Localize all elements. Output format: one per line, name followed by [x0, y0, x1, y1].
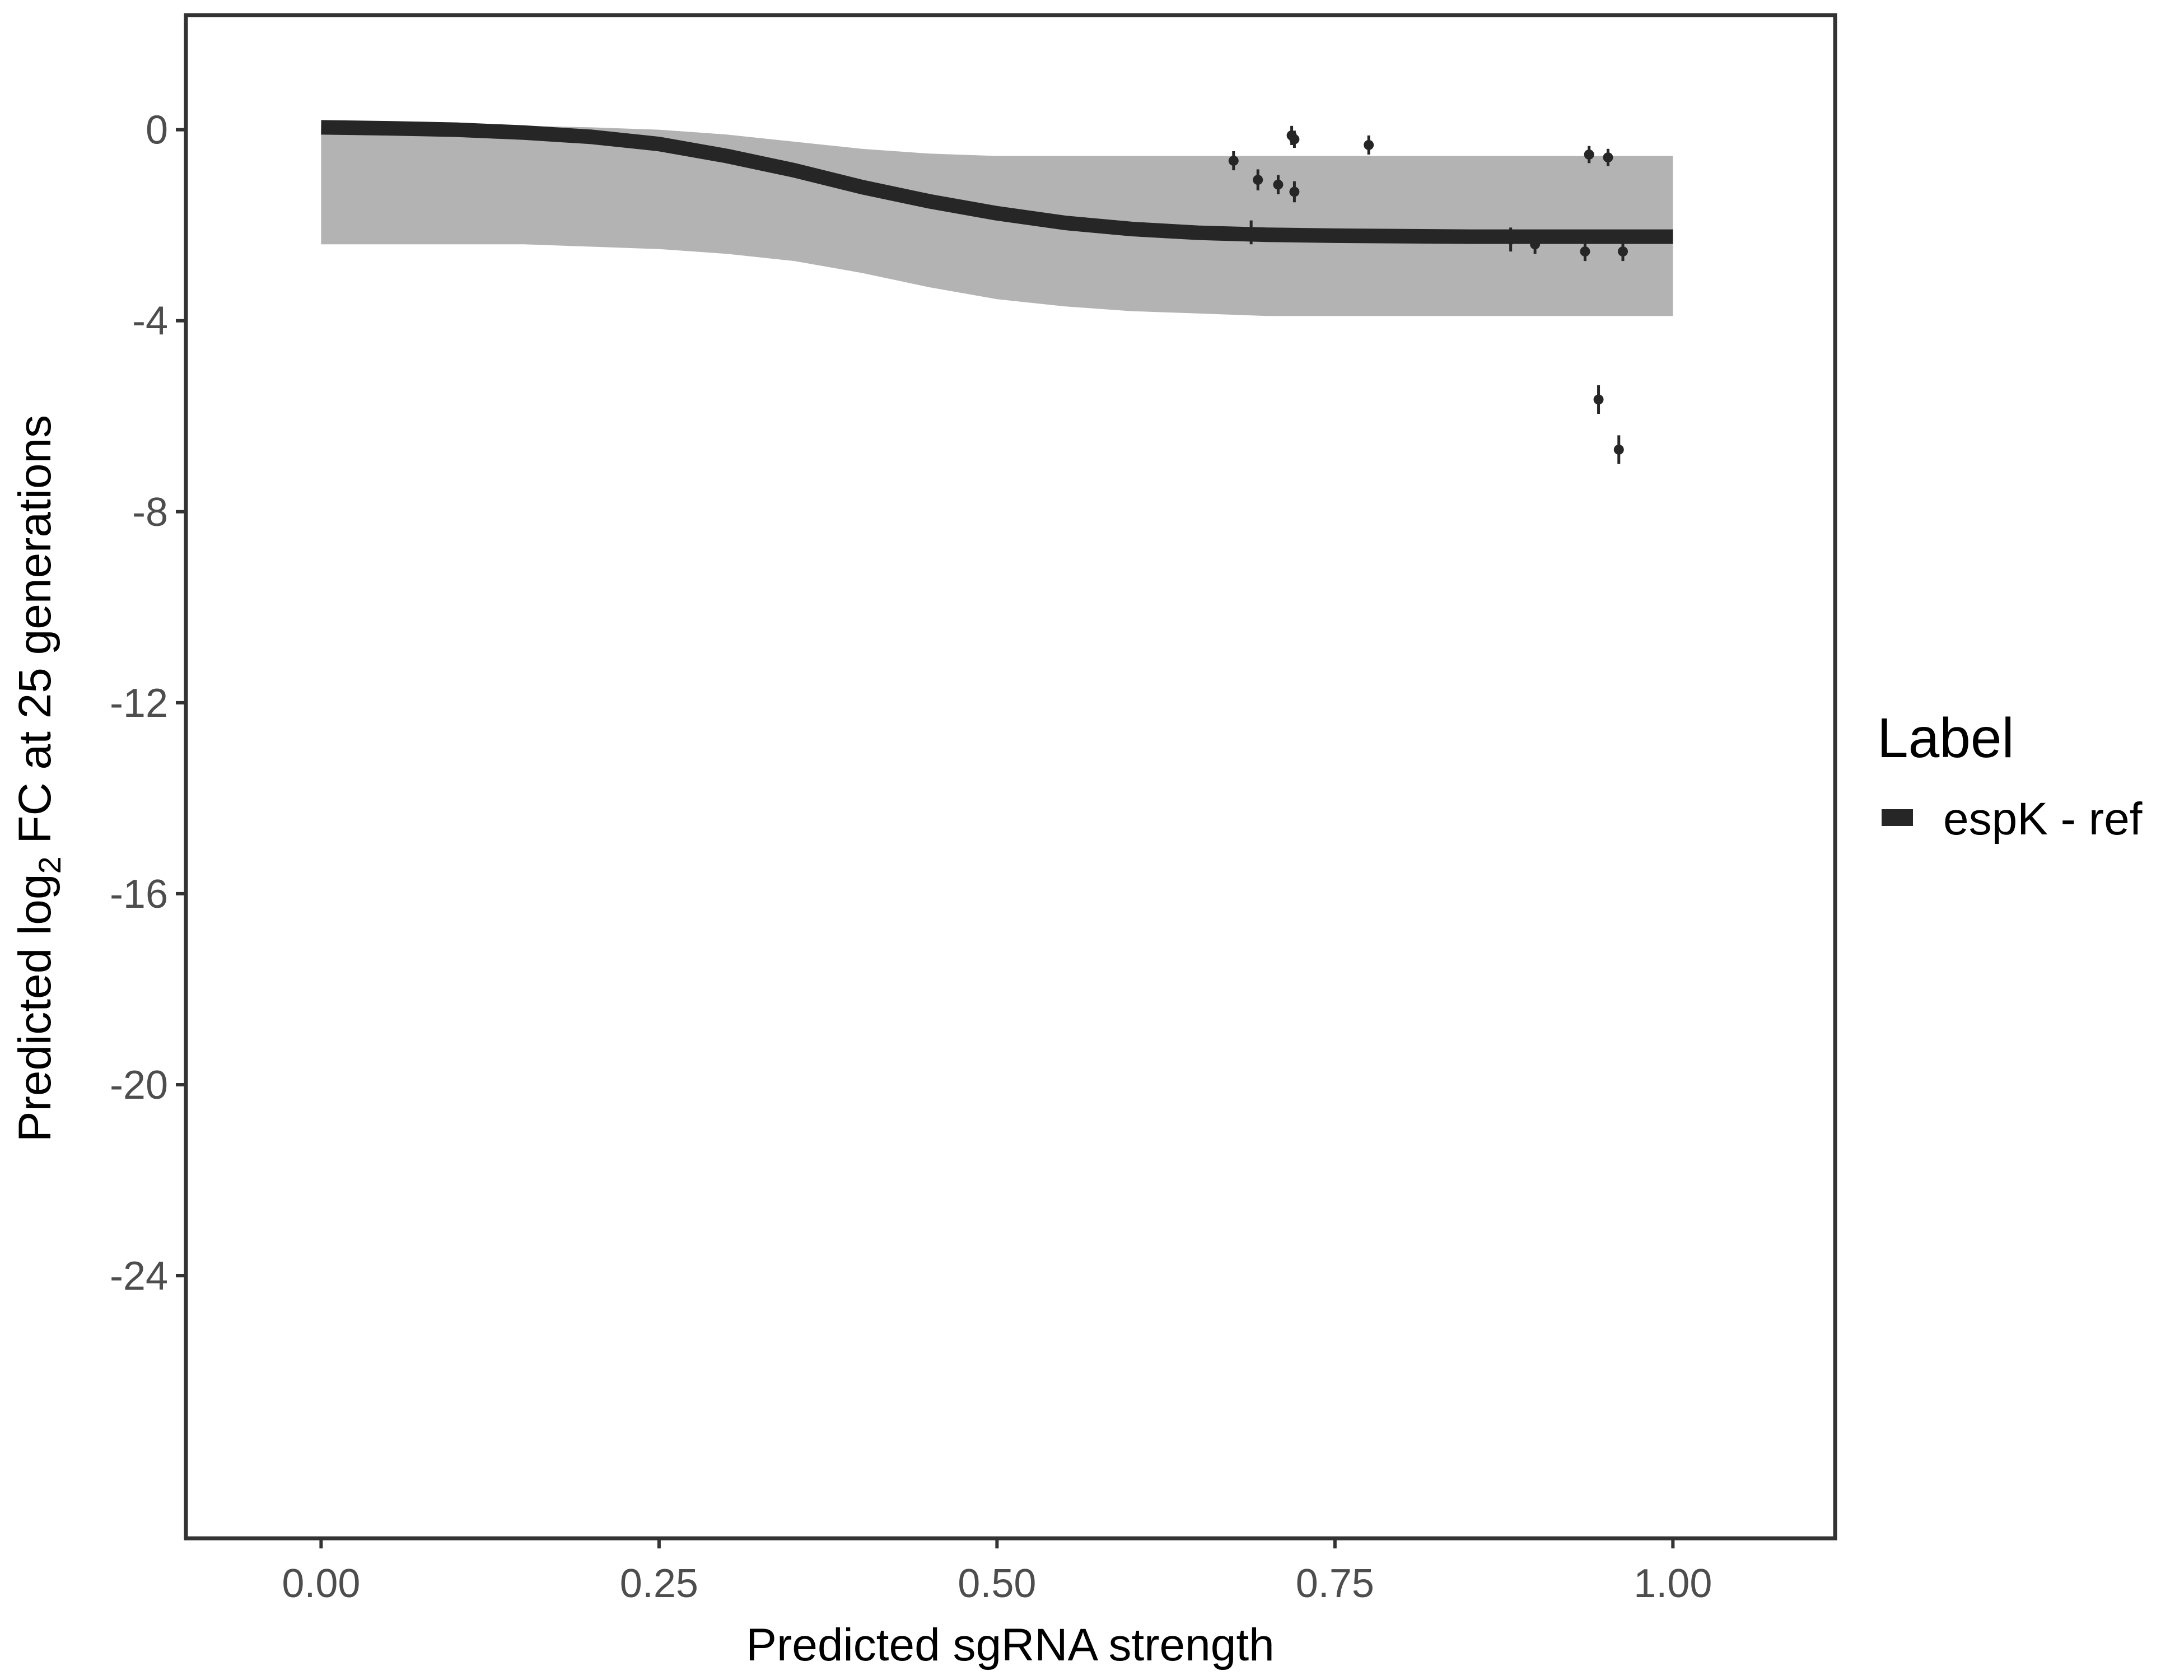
data-point — [1228, 151, 1239, 171]
point-marker — [1289, 186, 1300, 197]
legend-label-espk-ref: espK - ref — [1943, 794, 2143, 844]
point-marker — [1603, 152, 1613, 163]
data-point — [1613, 435, 1624, 464]
data-point — [1364, 135, 1374, 155]
point-marker — [1505, 234, 1516, 245]
x-axis: 0.00 0.25 0.50 0.75 1.00 — [282, 1538, 1712, 1606]
x-tick-label: 0.00 — [282, 1561, 360, 1606]
y-tick-label: -24 — [110, 1254, 168, 1299]
point-marker — [1364, 139, 1374, 150]
point-marker — [1593, 394, 1604, 405]
data-point — [1530, 235, 1541, 254]
point-marker — [1530, 239, 1541, 250]
point-marker — [1289, 134, 1300, 144]
data-point — [1289, 130, 1300, 148]
y-tick-label: -20 — [110, 1063, 168, 1108]
legend-key-espk-ref — [1882, 809, 1913, 826]
x-tick-label: 0.50 — [958, 1561, 1036, 1606]
x-tick-label: 0.25 — [620, 1561, 698, 1606]
point-marker — [1228, 156, 1239, 166]
y-tick-label: -16 — [110, 872, 168, 917]
y-tick-label: -4 — [132, 299, 168, 344]
y-axis-title-prefix: Predicted log — [10, 874, 60, 1142]
plot-panel-border — [184, 13, 1837, 1541]
data-point — [1584, 146, 1594, 164]
point-marker — [1246, 227, 1257, 237]
y-axis-title-subscript: 2 — [32, 856, 67, 874]
series-line-group — [321, 120, 1673, 244]
data-point — [1593, 385, 1604, 414]
legend: Label espK - ref — [1877, 707, 2143, 844]
data-point — [1289, 181, 1300, 203]
point-marker — [1584, 149, 1594, 160]
legend-title: Label — [1877, 707, 2014, 769]
data-point — [1253, 169, 1263, 190]
series-line-0 — [321, 120, 1673, 244]
point-marker — [1618, 246, 1628, 257]
point-marker — [1273, 179, 1284, 190]
y-axis-title-suffix: FC at 25 generations — [10, 415, 60, 857]
y-axis: 0 -4 -8 -12 -16 -20 -24 — [110, 108, 186, 1299]
x-tick-label: 0.75 — [1296, 1561, 1374, 1606]
point-marker — [1580, 246, 1590, 257]
y-tick-label: -12 — [110, 681, 168, 726]
data-point — [1618, 242, 1628, 262]
point-marker — [1253, 175, 1263, 185]
x-tick-label: 1.00 — [1634, 1561, 1712, 1606]
x-axis-title: Predicted sgRNA strength — [746, 1620, 1274, 1670]
data-point — [1505, 227, 1516, 252]
data-point — [1603, 148, 1613, 166]
point-marker — [1613, 444, 1624, 455]
data-points-group — [1228, 125, 1628, 464]
y-axis-title: Predicted log2 FC at 25 generations — [10, 415, 67, 1142]
y-tick-label: 0 — [146, 108, 168, 153]
data-point — [1246, 220, 1257, 245]
y-tick-label: -8 — [132, 490, 168, 535]
data-point — [1580, 242, 1590, 262]
data-point — [1273, 175, 1284, 194]
